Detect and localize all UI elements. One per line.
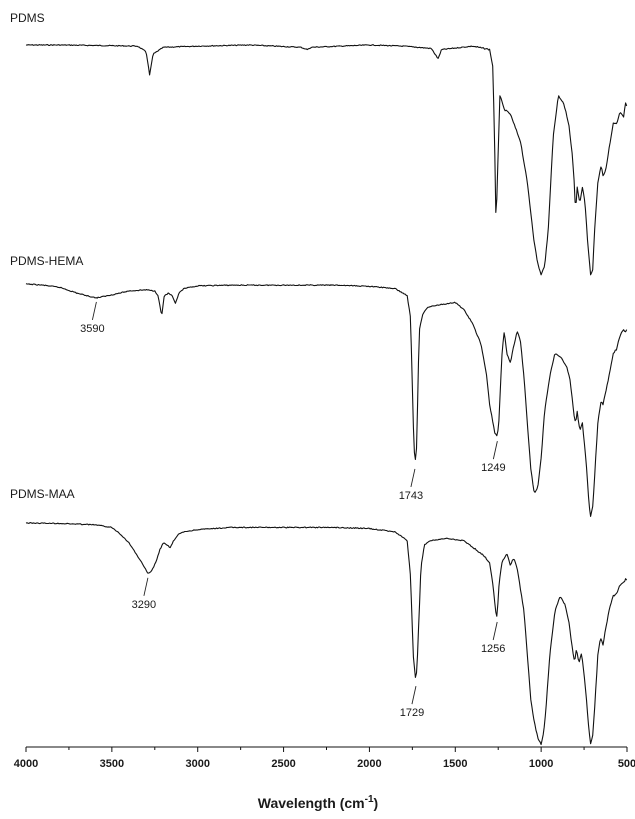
peak-leader-line: [411, 686, 417, 705]
x-axis-title: Wavelength (cm-1): [258, 794, 378, 811]
series-label: PDMS-MAA: [10, 487, 75, 501]
x-tick-label: 1000: [529, 758, 553, 770]
peak-leader-line: [143, 577, 149, 596]
x-axis-title-main: Wavelength (cm: [258, 795, 365, 811]
series-pdms-hema: PDMS-HEMA: [10, 254, 628, 517]
peak-leader-line: [492, 441, 498, 460]
series-label: PDMS: [10, 11, 45, 25]
x-tick-label: 2000: [357, 758, 381, 770]
peak-annotation: 3590: [80, 301, 105, 335]
peak-annotation: 3290: [132, 577, 156, 611]
annotation-layer: 3590 1743 1249 3290 1729 1256: [80, 301, 506, 719]
x-tick-label: 500: [618, 758, 635, 770]
x-axis-title-close: ): [374, 795, 379, 811]
peak-leader-line: [492, 621, 498, 641]
x-axis-title-sup: -1: [365, 794, 374, 805]
spectrum-line: [25, 522, 628, 746]
x-tick-label: 1500: [443, 758, 467, 770]
x-axis: 4000 3500 3000 2500 2000 1500 1000 500: [14, 746, 635, 770]
peak-annotation: 1256: [481, 621, 505, 655]
peak-leader-line: [410, 468, 416, 488]
peak-label: 3590: [80, 323, 104, 335]
spectrum-line: [25, 44, 628, 276]
peak-leader-line: [91, 301, 97, 321]
peak-label: 3290: [132, 599, 156, 611]
x-tick-label: 2500: [271, 758, 295, 770]
peak-annotation: 1249: [481, 441, 506, 474]
x-tick-label: 3500: [100, 758, 124, 770]
x-tick-label: 4000: [14, 758, 38, 770]
spectrum-line: [25, 283, 628, 517]
series-label: PDMS-HEMA: [10, 254, 83, 268]
peak-label: 1729: [400, 707, 424, 719]
peak-annotation: 1729: [400, 686, 424, 719]
x-tick-label: 3000: [185, 758, 209, 770]
peak-label: 1249: [481, 462, 505, 474]
peak-label: 1256: [481, 643, 505, 655]
peak-annotation: 1743: [399, 468, 423, 502]
peak-label: 1743: [399, 490, 423, 502]
series-layer: PDMS PDMS-HEMA PDMS-MAA: [10, 11, 628, 746]
series-pdms: PDMS: [10, 11, 628, 276]
series-pdms-maa: PDMS-MAA: [10, 487, 628, 746]
